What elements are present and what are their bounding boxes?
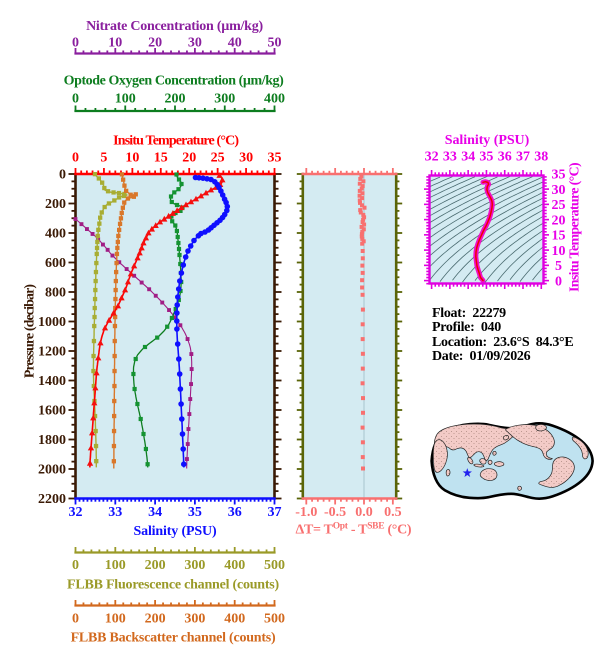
svg-text:25: 25 xyxy=(211,150,225,165)
svg-text:Location: 23.6°S 84.3°E: Location: 23.6°S 84.3°E xyxy=(432,335,573,350)
svg-text:35: 35 xyxy=(479,150,493,165)
svg-text:400: 400 xyxy=(264,91,285,106)
svg-text:-0.5: -0.5 xyxy=(324,505,346,520)
svg-text:40: 40 xyxy=(228,35,242,50)
svg-text:300: 300 xyxy=(184,558,205,573)
svg-text:34: 34 xyxy=(461,150,475,165)
svg-text:35: 35 xyxy=(552,168,566,183)
svg-text:200: 200 xyxy=(165,91,186,106)
svg-text:1200: 1200 xyxy=(38,345,66,360)
svg-text:1800: 1800 xyxy=(38,433,66,448)
svg-text:500: 500 xyxy=(264,611,285,626)
svg-text:5: 5 xyxy=(555,259,562,274)
svg-text:0: 0 xyxy=(72,35,79,50)
svg-text:0: 0 xyxy=(59,168,66,183)
svg-text:33: 33 xyxy=(443,150,457,165)
svg-text:15: 15 xyxy=(154,150,168,165)
svg-text:15: 15 xyxy=(552,229,566,244)
svg-text:100: 100 xyxy=(115,91,136,106)
svg-text:Insitu Temperature (°C): Insitu Temperature (°C) xyxy=(113,133,239,148)
svg-text:1000: 1000 xyxy=(38,315,66,330)
svg-text:200: 200 xyxy=(145,558,166,573)
svg-text:30: 30 xyxy=(552,183,566,198)
svg-text:34: 34 xyxy=(148,505,162,520)
svg-text:500: 500 xyxy=(264,558,285,573)
svg-text:Date: 01/09/2026: Date: 01/09/2026 xyxy=(432,349,531,364)
svg-text:Salinity (PSU): Salinity (PSU) xyxy=(445,133,530,148)
svg-text:37: 37 xyxy=(268,505,282,520)
svg-text:400: 400 xyxy=(45,227,66,242)
svg-text:0: 0 xyxy=(72,611,79,626)
svg-text:32: 32 xyxy=(425,150,439,165)
svg-text:35: 35 xyxy=(268,150,282,165)
svg-text:30: 30 xyxy=(188,35,202,50)
svg-text:20: 20 xyxy=(182,150,196,165)
svg-text:300: 300 xyxy=(214,91,235,106)
svg-text:0: 0 xyxy=(72,91,79,106)
svg-text:30: 30 xyxy=(239,150,253,165)
svg-text:36: 36 xyxy=(498,150,512,165)
svg-text:Salinity (PSU): Salinity (PSU) xyxy=(133,524,217,539)
svg-text:35: 35 xyxy=(188,505,202,520)
svg-text:FLBB Fluorescence channel (cou: FLBB Fluorescence channel (counts) xyxy=(67,577,280,592)
svg-text:300: 300 xyxy=(184,611,205,626)
svg-text:25: 25 xyxy=(552,198,566,213)
svg-text:100: 100 xyxy=(105,611,126,626)
svg-text:400: 400 xyxy=(224,558,245,573)
svg-text:200: 200 xyxy=(45,197,66,212)
svg-text:800: 800 xyxy=(45,286,66,301)
svg-text:Optode Oxygen Concentration (µ: Optode Oxygen Concentration (µm/kg) xyxy=(64,74,284,89)
svg-text:0: 0 xyxy=(72,150,79,165)
svg-text:-1.0: -1.0 xyxy=(295,505,317,520)
svg-text:10: 10 xyxy=(108,35,122,50)
svg-text:400: 400 xyxy=(224,611,245,626)
svg-text:20: 20 xyxy=(552,213,566,228)
svg-text:36: 36 xyxy=(228,505,242,520)
svg-text:10: 10 xyxy=(552,244,566,259)
svg-text:Profile: 040: Profile: 040 xyxy=(432,320,501,335)
svg-text:38: 38 xyxy=(534,150,548,165)
svg-text:2200: 2200 xyxy=(38,492,66,507)
svg-text:ΔT= TOpt - TSBE (°C): ΔT= TOpt - TSBE (°C) xyxy=(296,522,412,538)
svg-text:600: 600 xyxy=(45,256,66,271)
svg-text:50: 50 xyxy=(268,35,282,50)
svg-text:Float: 22279: Float: 22279 xyxy=(432,306,506,321)
svg-text:0: 0 xyxy=(555,274,562,289)
svg-text:Insitu Temperature (°C): Insitu Temperature (°C) xyxy=(568,162,583,292)
svg-text:0.0: 0.0 xyxy=(355,505,373,520)
svg-text:2000: 2000 xyxy=(38,463,66,478)
svg-text:Pressure (decibar): Pressure (decibar) xyxy=(23,284,38,379)
svg-text:200: 200 xyxy=(145,611,166,626)
svg-text:1400: 1400 xyxy=(38,374,66,389)
svg-text:5: 5 xyxy=(100,150,107,165)
svg-text:0: 0 xyxy=(72,558,79,573)
svg-text:20: 20 xyxy=(148,35,162,50)
svg-text:FLBB Backscatter channel (coun: FLBB Backscatter channel (counts) xyxy=(71,631,276,646)
svg-text:Nitrate Concentration (µm/kg): Nitrate Concentration (µm/kg) xyxy=(86,19,263,34)
svg-text:0.5: 0.5 xyxy=(384,505,402,520)
svg-text:33: 33 xyxy=(108,505,122,520)
svg-text:100: 100 xyxy=(105,558,126,573)
svg-text:37: 37 xyxy=(516,150,530,165)
svg-text:32: 32 xyxy=(69,505,83,520)
svg-text:1600: 1600 xyxy=(38,404,66,419)
svg-text:10: 10 xyxy=(125,150,139,165)
